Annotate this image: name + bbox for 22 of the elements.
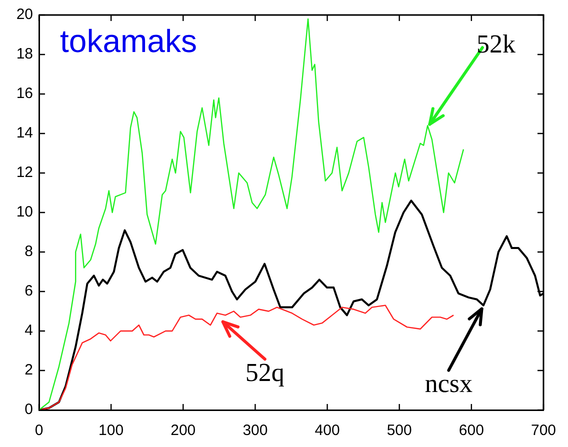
y-tick-label: 0 — [24, 401, 33, 418]
y-tick-label: 14 — [16, 124, 33, 142]
y-tick-label: 12 — [16, 164, 33, 182]
annotation: ncsx — [424, 369, 473, 398]
annotation: 52k — [476, 29, 516, 58]
x-tick-label: 400 — [314, 422, 340, 440]
y-tick-label: 2 — [24, 362, 33, 379]
y-tick-label: 16 — [16, 85, 33, 102]
y-tick-label: 10 — [16, 204, 33, 221]
x-tick-label: 200 — [170, 422, 196, 440]
x-tick-label: 500 — [386, 422, 412, 440]
chart-title: tokamaks — [60, 22, 197, 59]
y-tick-label: 8 — [24, 243, 33, 260]
x-tick-label: 600 — [458, 422, 484, 440]
x-tick-label: 100 — [98, 422, 124, 440]
y-tick-label: 18 — [16, 46, 33, 63]
y-tick-label: 6 — [24, 282, 33, 300]
y-tick-label: 20 — [16, 6, 33, 24]
y-tick-label: 4 — [24, 322, 33, 340]
annotation: 52q — [245, 358, 284, 387]
x-tick-label: 700 — [530, 422, 556, 440]
x-tick-label: 300 — [242, 422, 268, 440]
